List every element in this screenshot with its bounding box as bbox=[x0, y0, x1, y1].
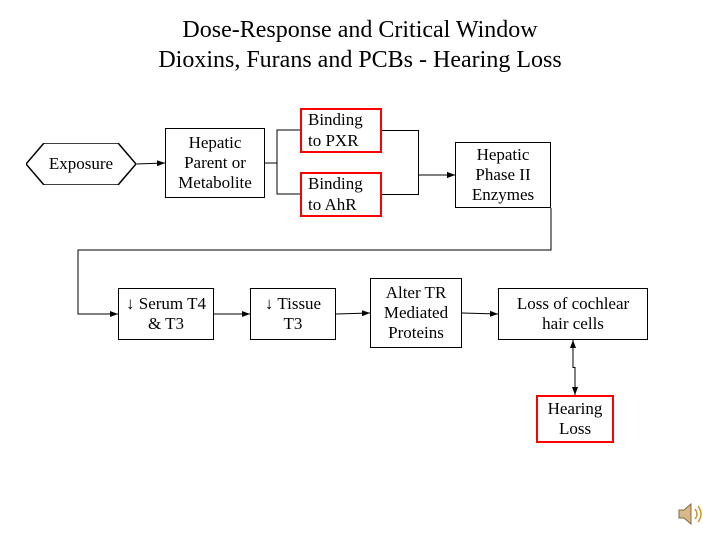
node-phase2: Hepatic Phase II Enzymes bbox=[455, 142, 551, 208]
page-title: Dose-Response and Critical Window Dioxin… bbox=[0, 15, 720, 75]
node-exposure-label: Exposure bbox=[26, 143, 136, 185]
edge-layer bbox=[0, 0, 720, 540]
node-hearing: Hearing Loss bbox=[536, 395, 614, 443]
node-cochlear: Loss of cochlear hair cells bbox=[498, 288, 648, 340]
title-line2: Dioxins, Furans and PCBs - Hearing Loss bbox=[158, 47, 561, 73]
node-hepatic_parent: Hepatic Parent or Metabolite bbox=[165, 128, 265, 198]
node-binding_pxr: Binding to PXR bbox=[300, 108, 382, 153]
node-binding_ahr: Binding to AhR bbox=[300, 172, 382, 217]
node-tissue: ↓ Tissue T3 bbox=[250, 288, 336, 340]
node-serum: ↓ Serum T4 & T3 bbox=[118, 288, 214, 340]
node-alter_tr: Alter TR Mediated Proteins bbox=[370, 278, 462, 348]
node-exposure: Exposure bbox=[26, 143, 136, 185]
title-line1: Dose-Response and Critical Window bbox=[182, 17, 537, 43]
speaker-icon bbox=[678, 502, 706, 526]
